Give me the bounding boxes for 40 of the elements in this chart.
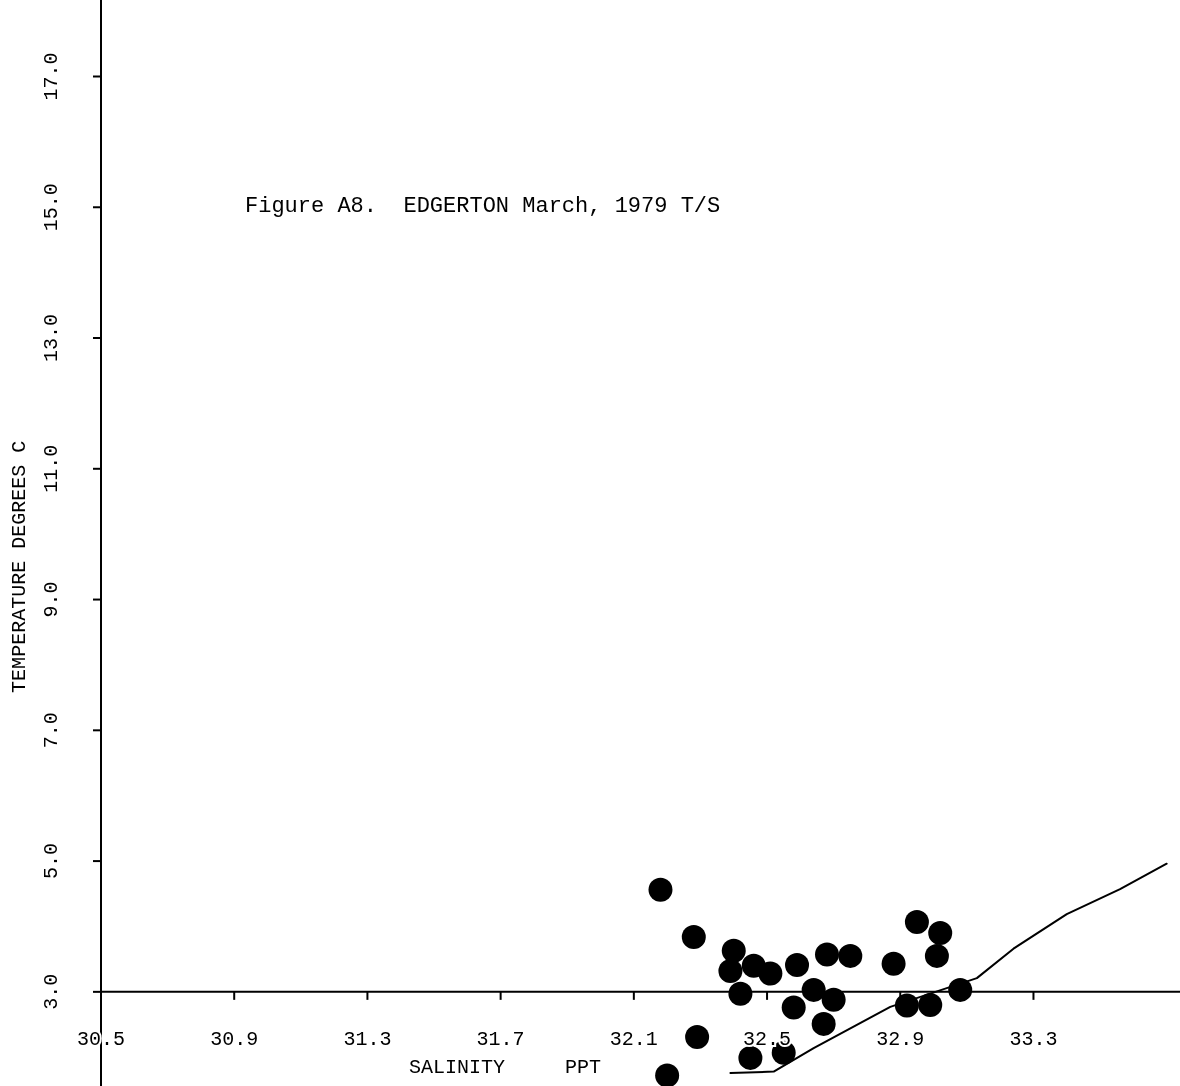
y-tick-label: 3.0: [40, 973, 64, 1010]
x-tick-label: 31.7: [476, 1027, 525, 1051]
point: [781, 995, 806, 1020]
point: [648, 877, 673, 902]
point: [928, 921, 953, 946]
y-tick-label: 5.0: [40, 843, 64, 880]
point: [904, 909, 929, 934]
x-tick-label: 30.9: [210, 1027, 259, 1051]
point: [655, 1063, 680, 1086]
point: [814, 942, 839, 967]
point: [685, 1024, 710, 1049]
x-tick-label: 33.3: [1009, 1027, 1058, 1051]
x-tick-label: 32.1: [609, 1027, 658, 1051]
point: [924, 943, 949, 968]
y-axis-title: TEMPERATURE DEGREES C: [8, 440, 32, 693]
point: [948, 977, 973, 1002]
point: [881, 951, 906, 976]
point: [821, 987, 846, 1012]
text: Figure A8. EDGERTON March, 1979 T/S: [245, 194, 721, 219]
y-tick-label: 11.0: [40, 444, 64, 493]
y-tick-label: 9.0: [40, 581, 64, 618]
y-tick-label: 7.0: [40, 712, 64, 749]
point: [721, 938, 746, 963]
y-tick-label: 17.0: [40, 52, 64, 101]
y-tick-label: 13.0: [40, 314, 64, 363]
point: [801, 977, 826, 1002]
point: [758, 961, 783, 986]
x-tick-label: 32.9: [876, 1027, 925, 1051]
point: [718, 958, 743, 983]
x-tick-label: 31.3: [343, 1027, 392, 1051]
point: [738, 1045, 763, 1070]
point: [918, 992, 943, 1017]
y-tick-label: 15.0: [40, 183, 64, 232]
x-tick-label: 32.5: [743, 1027, 792, 1051]
point: [785, 953, 810, 978]
point: [811, 1011, 836, 1036]
point: [728, 981, 753, 1006]
x-axis-title: SALINITY PPT: [408, 1055, 602, 1079]
point: [838, 943, 863, 968]
point: [681, 924, 706, 949]
